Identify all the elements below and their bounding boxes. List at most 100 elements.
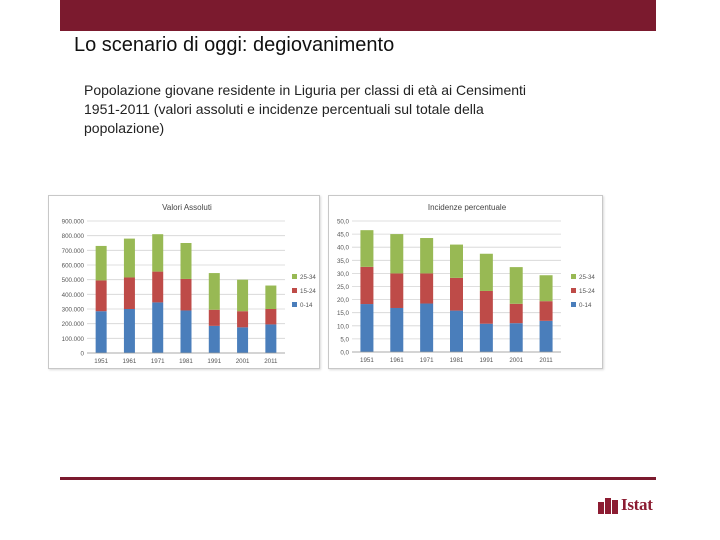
x-tick-label: 1971 — [151, 358, 165, 365]
bar-segment-0-14-1981 — [180, 310, 192, 353]
bar-segment-15-24-1961 — [123, 277, 135, 309]
bar-segment-15-24-1981 — [450, 277, 463, 311]
bar-segment-25-34-1961 — [390, 234, 404, 274]
legend-label-15-24: 15-24 — [579, 288, 595, 295]
bar-segment-0-14-2001 — [237, 327, 249, 353]
bar-segment-15-24-1971 — [420, 273, 434, 304]
x-tick-label: 2011 — [264, 358, 278, 365]
bar-segment-15-24-1951 — [360, 266, 374, 305]
x-tick-label: 1951 — [94, 358, 108, 365]
x-tick-label: 1991 — [479, 357, 493, 364]
istat-logo: Istat — [598, 495, 653, 515]
legend-label-15-24: 15-24 — [300, 288, 316, 295]
bar-segment-15-24-1991 — [479, 290, 493, 324]
bar-segment-0-14-2011 — [539, 320, 553, 352]
bar-segment-0-14-1951 — [360, 304, 374, 352]
y-tick-label: 25,0 — [337, 284, 350, 291]
x-tick-label: 1981 — [450, 357, 464, 364]
bar-segment-25-34-2011 — [265, 285, 277, 309]
bar-segment-0-14-1991 — [208, 325, 220, 353]
bar-segment-25-34-2011 — [539, 275, 553, 302]
y-tick-label: 20,0 — [337, 297, 350, 304]
y-tick-label: 5,0 — [340, 336, 349, 343]
chart-title: Valori Assoluti — [162, 203, 212, 212]
bar-segment-15-24-2001 — [509, 303, 523, 324]
header-bar — [60, 0, 656, 31]
chart-absolute-svg: Valori Assoluti 0 100.000 200.000 300.000 400… — [62, 203, 317, 365]
bar-segment-25-34-1981 — [180, 243, 192, 279]
y-tick-label: 900.000 — [62, 219, 85, 226]
bar-segment-25-34-1961 — [123, 238, 135, 278]
chart-percent-svg: Incidenze percentuale 0,0 5,0 10,0 15,0 20,0 2… — [337, 203, 595, 364]
bar-segment-0-14-1971 — [152, 302, 164, 353]
legend-label-0-14: 0-14 — [579, 302, 592, 309]
bar-segment-0-14-2011 — [265, 324, 277, 353]
bar-segment-15-24-2001 — [237, 311, 249, 328]
legend-swatch-15-24 — [571, 288, 576, 293]
bar-segment-25-34-1991 — [208, 273, 220, 310]
legend-swatch-25-34 — [571, 274, 576, 279]
legend-swatch-0-14 — [292, 302, 297, 307]
bar-segment-25-34-2001 — [509, 267, 523, 304]
bar-segment-15-24-2011 — [539, 301, 553, 321]
bar-segment-25-34-1951 — [95, 245, 107, 281]
y-tick-label: 400.000 — [62, 292, 85, 299]
y-tick-label: 40,0 — [337, 245, 350, 252]
bar-segment-0-14-1961 — [390, 307, 404, 352]
bar-segment-0-14-1991 — [479, 323, 493, 352]
x-tick-label: 1961 — [123, 358, 137, 365]
chart-percent: Incidenze percentuale 0,0 5,0 10,0 15,0 20,0 2… — [328, 195, 603, 369]
slide-subtitle: Popolazione giovane residente in Liguria… — [84, 82, 527, 136]
bar-segment-15-24-1951 — [95, 280, 107, 312]
bar-segment-25-34-2001 — [237, 279, 249, 312]
legend-swatch-0-14 — [571, 302, 576, 307]
y-tick-label: 35,0 — [337, 258, 350, 265]
bar-segment-0-14-1961 — [123, 309, 135, 353]
legend-label-25-34: 25-34 — [579, 274, 595, 281]
bar-segment-0-14-1981 — [450, 310, 463, 352]
y-tick-label: 800.000 — [62, 233, 85, 240]
x-tick-label: 2001 — [236, 358, 250, 365]
bar-segment-25-34-1991 — [479, 253, 493, 291]
y-tick-label: 200.000 — [62, 321, 85, 328]
bar-segment-15-24-2011 — [265, 309, 277, 325]
bar-segment-15-24-1971 — [152, 271, 164, 303]
y-tick-label: 300.000 — [62, 307, 85, 314]
bar-segment-0-14-1971 — [420, 303, 434, 352]
legend-label-0-14: 0-14 — [300, 302, 313, 309]
bar-segment-25-34-1971 — [420, 238, 434, 274]
y-tick-label: 700.000 — [62, 248, 85, 255]
y-tick-label: 45,0 — [337, 232, 350, 239]
y-tick-label: 30,0 — [337, 271, 350, 278]
y-tick-label: 0,0 — [340, 350, 349, 357]
bar-segment-0-14-1951 — [95, 311, 107, 353]
bar-segment-15-24-1981 — [180, 278, 192, 311]
bar-segment-25-34-1981 — [450, 244, 463, 278]
bar-segment-15-24-1961 — [390, 273, 404, 308]
footer-line — [60, 477, 656, 480]
legend-swatch-25-34 — [292, 274, 297, 279]
x-tick-label: 2011 — [539, 357, 553, 364]
x-tick-label: 1971 — [420, 357, 434, 364]
x-tick-label: 1951 — [360, 357, 374, 364]
y-tick-label: 600.000 — [62, 263, 85, 270]
x-tick-label: 1981 — [179, 358, 193, 365]
istat-logo-text: Istat — [621, 495, 653, 514]
legend-label-25-34: 25-34 — [300, 274, 316, 281]
y-tick-label: 10,0 — [337, 323, 350, 330]
y-tick-label: 100.000 — [62, 336, 85, 343]
bar-segment-0-14-2001 — [509, 323, 523, 352]
y-tick-label: 0 — [81, 351, 85, 358]
chart-title: Incidenze percentuale — [428, 203, 507, 212]
y-tick-label: 50,0 — [337, 219, 350, 226]
bar-segment-25-34-1951 — [360, 230, 374, 267]
y-tick-label: 15,0 — [337, 310, 350, 317]
x-tick-label: 1961 — [390, 357, 404, 364]
istat-logo-icon — [598, 496, 618, 514]
y-tick-label: 500.000 — [62, 277, 85, 284]
slide-title: Lo scenario di oggi: degiovanimento — [74, 34, 395, 56]
bar-segment-15-24-1991 — [208, 309, 220, 326]
bar-segment-25-34-1971 — [152, 234, 164, 272]
x-tick-label: 1991 — [207, 358, 221, 365]
x-tick-label: 2001 — [509, 357, 523, 364]
